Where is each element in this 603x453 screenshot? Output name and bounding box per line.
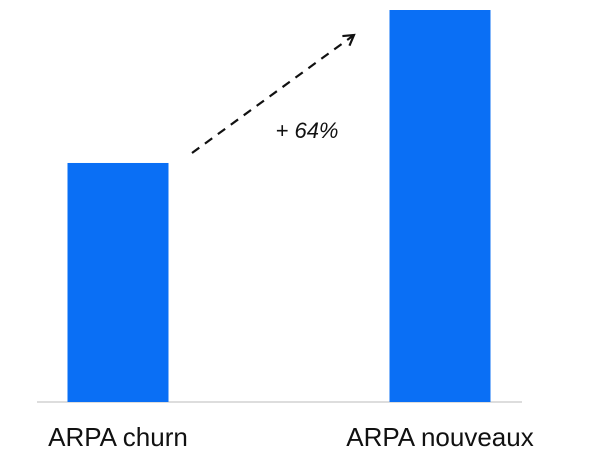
category-label-arpa-nouveaux: ARPA nouveaux <box>346 422 533 452</box>
category-label-arpa-churn: ARPA churn <box>48 422 188 452</box>
growth-arrow <box>191 33 356 154</box>
bar-arpa-churn <box>67 162 169 402</box>
growth-annotation: + 64% <box>276 118 339 143</box>
bar-arpa-nouveaux <box>389 10 491 402</box>
